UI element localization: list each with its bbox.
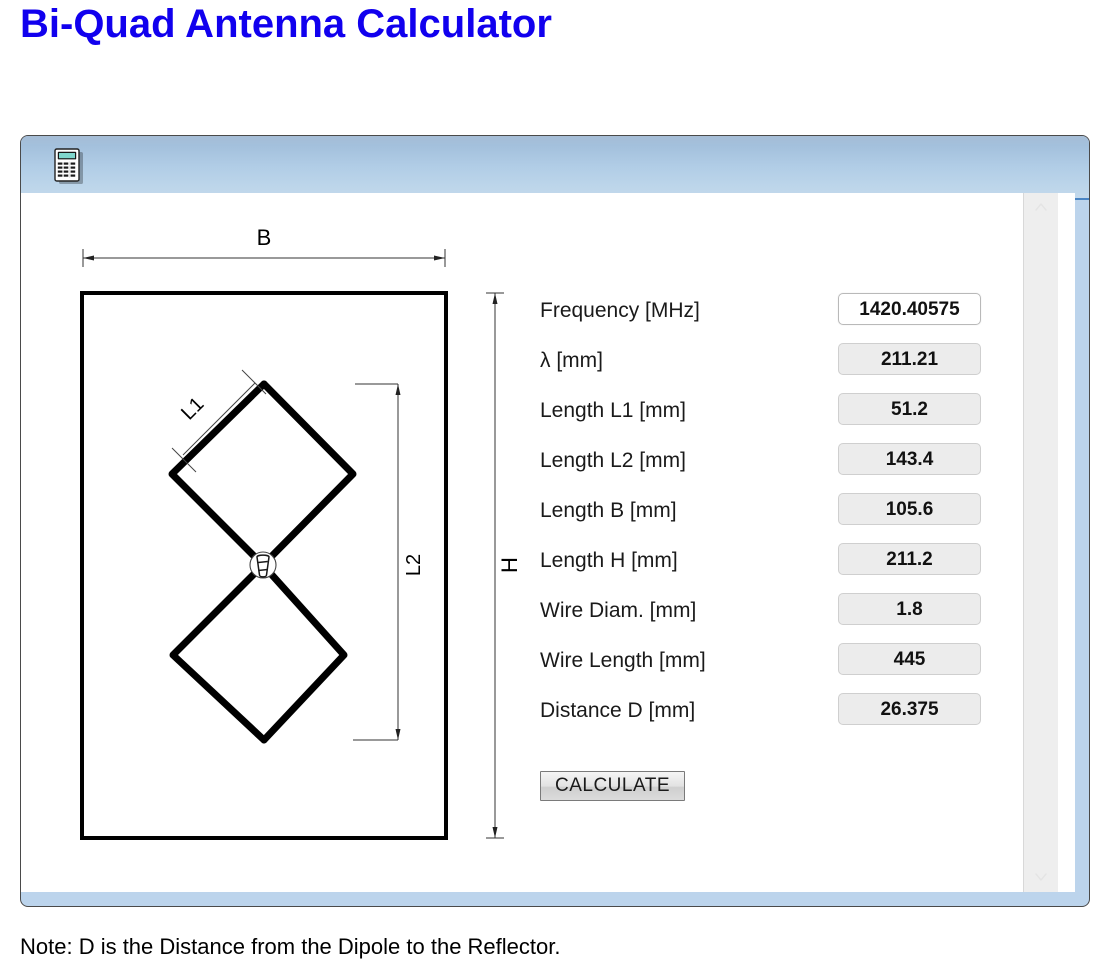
svg-text:L1: L1 bbox=[177, 393, 208, 424]
svg-text:H: H bbox=[497, 557, 522, 573]
svg-text:L2: L2 bbox=[403, 554, 425, 576]
svg-text:B: B bbox=[257, 225, 272, 250]
